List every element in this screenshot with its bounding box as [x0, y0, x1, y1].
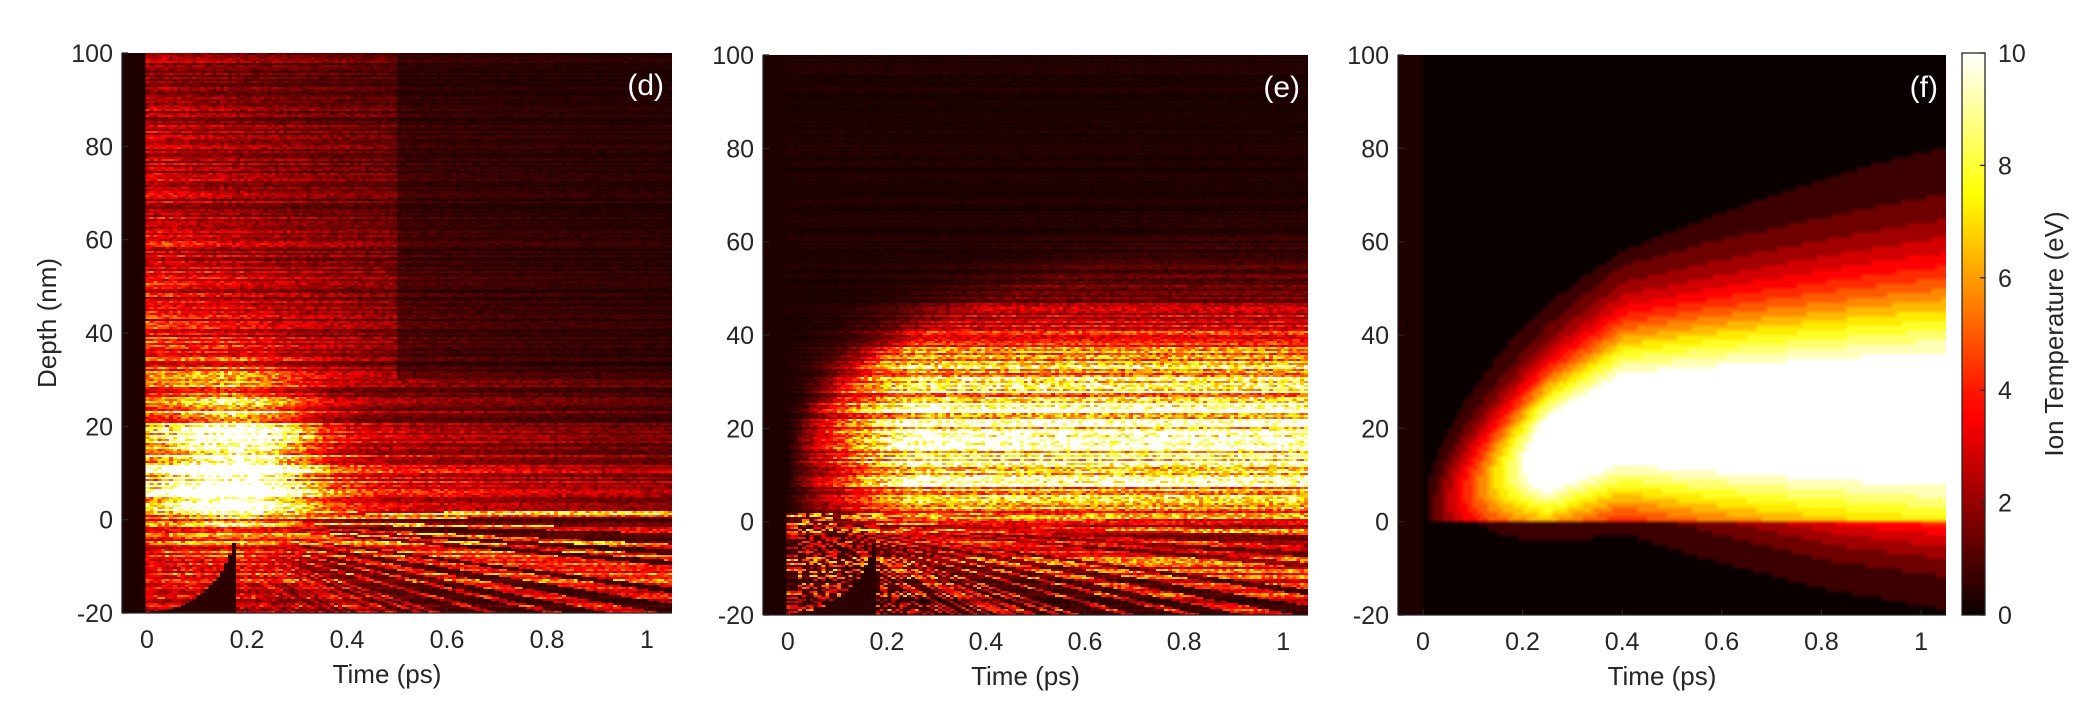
x-tick-label: 0.6 [430, 626, 465, 654]
colorbar-tick-label: 6 [1998, 265, 2012, 293]
x-tick-label: 0.6 [1068, 628, 1103, 656]
x-tick-label: 0.2 [230, 626, 265, 654]
x-tick-label: 0.8 [530, 626, 565, 654]
colorbar: 0 2 4 6 8 10 Ion Temperature (eV) [1961, 40, 2069, 630]
y-tick-label: 20 [85, 413, 113, 441]
y-tick-label: 80 [85, 133, 113, 161]
x-tick-label: 0 [1416, 628, 1430, 656]
colorbar-tick-label: 10 [1998, 40, 2026, 68]
y-tick-label: 40 [85, 320, 113, 348]
x-tick-label: 0.4 [969, 628, 1004, 656]
x-tick-label: 1 [1914, 628, 1928, 656]
x-tick-label: 0.2 [869, 628, 904, 656]
x-tick-label: 0.8 [1804, 628, 1839, 656]
y-tick-label: 40 [1361, 322, 1389, 350]
panel-label: (e) [1263, 71, 1300, 104]
y-tick-label: 20 [1361, 415, 1389, 443]
x-tick-label: 0.8 [1167, 628, 1202, 656]
panel-e: 0 0.2 0.4 0.6 0.8 1 -20 0 20 40 60 80 100 Time (ps) (e… [712, 42, 1308, 691]
colorbar-gradient [1961, 52, 1986, 616]
x-tick-label: 0 [140, 626, 154, 654]
y-tick-label: -20 [1353, 602, 1389, 630]
x-axis-label: Time (ps) [1608, 661, 1717, 691]
y-tick-label: -20 [77, 600, 113, 628]
y-tick-label: 100 [1347, 42, 1389, 70]
y-tick-label: 60 [1361, 229, 1389, 257]
y-tick-label: 60 [726, 229, 754, 257]
y-tick-label: 20 [726, 415, 754, 443]
y-tick-label: 60 [85, 227, 113, 255]
panel-label: (f) [1910, 71, 1938, 104]
panel-f: 0 0.2 0.4 0.6 0.8 1 -20 0 20 40 60 80 100 Time (ps) (f… [1347, 42, 1946, 691]
x-tick-label: 0 [781, 628, 795, 656]
colorbar-tick-label: 8 [1998, 152, 2012, 180]
y-axis-label: Depth (nm) [32, 258, 62, 388]
y-tick-label: 100 [71, 40, 113, 68]
x-tick-label: 0.4 [1605, 628, 1640, 656]
y-tick-label: 80 [1361, 135, 1389, 163]
x-tick-label: 0.6 [1704, 628, 1739, 656]
x-tick-label: 0.2 [1505, 628, 1540, 656]
x-tick-label: 0.4 [330, 626, 365, 654]
panel-label: (d) [627, 69, 664, 102]
y-tick-label: 80 [726, 135, 754, 163]
x-tick-label: 1 [640, 626, 654, 654]
colorbar-tick-label: 2 [1998, 490, 2012, 518]
y-tick-label: 100 [712, 42, 754, 70]
y-tick-label: 0 [1375, 509, 1389, 537]
colorbar-label: Ion Temperature (eV) [2039, 211, 2069, 456]
x-axis-label: Time (ps) [971, 661, 1080, 691]
y-tick-label: -20 [718, 602, 754, 630]
heatmap-e [763, 55, 1308, 615]
x-axis-label: Time (ps) [333, 659, 442, 689]
panel-d: 0 0.2 0.4 0.6 0.8 1 -20 0 20 40 60 80 100 Time (ps) De… [32, 40, 672, 689]
y-tick-label: 40 [726, 322, 754, 350]
colorbar-tick-label: 4 [1998, 377, 2012, 405]
y-tick-label: 0 [99, 507, 113, 535]
colorbar-tick-label: 0 [1998, 602, 2012, 630]
heatmap-f [1398, 55, 1946, 615]
heatmap-d [122, 53, 672, 613]
y-tick-label: 0 [740, 509, 754, 537]
x-tick-label: 1 [1276, 628, 1290, 656]
